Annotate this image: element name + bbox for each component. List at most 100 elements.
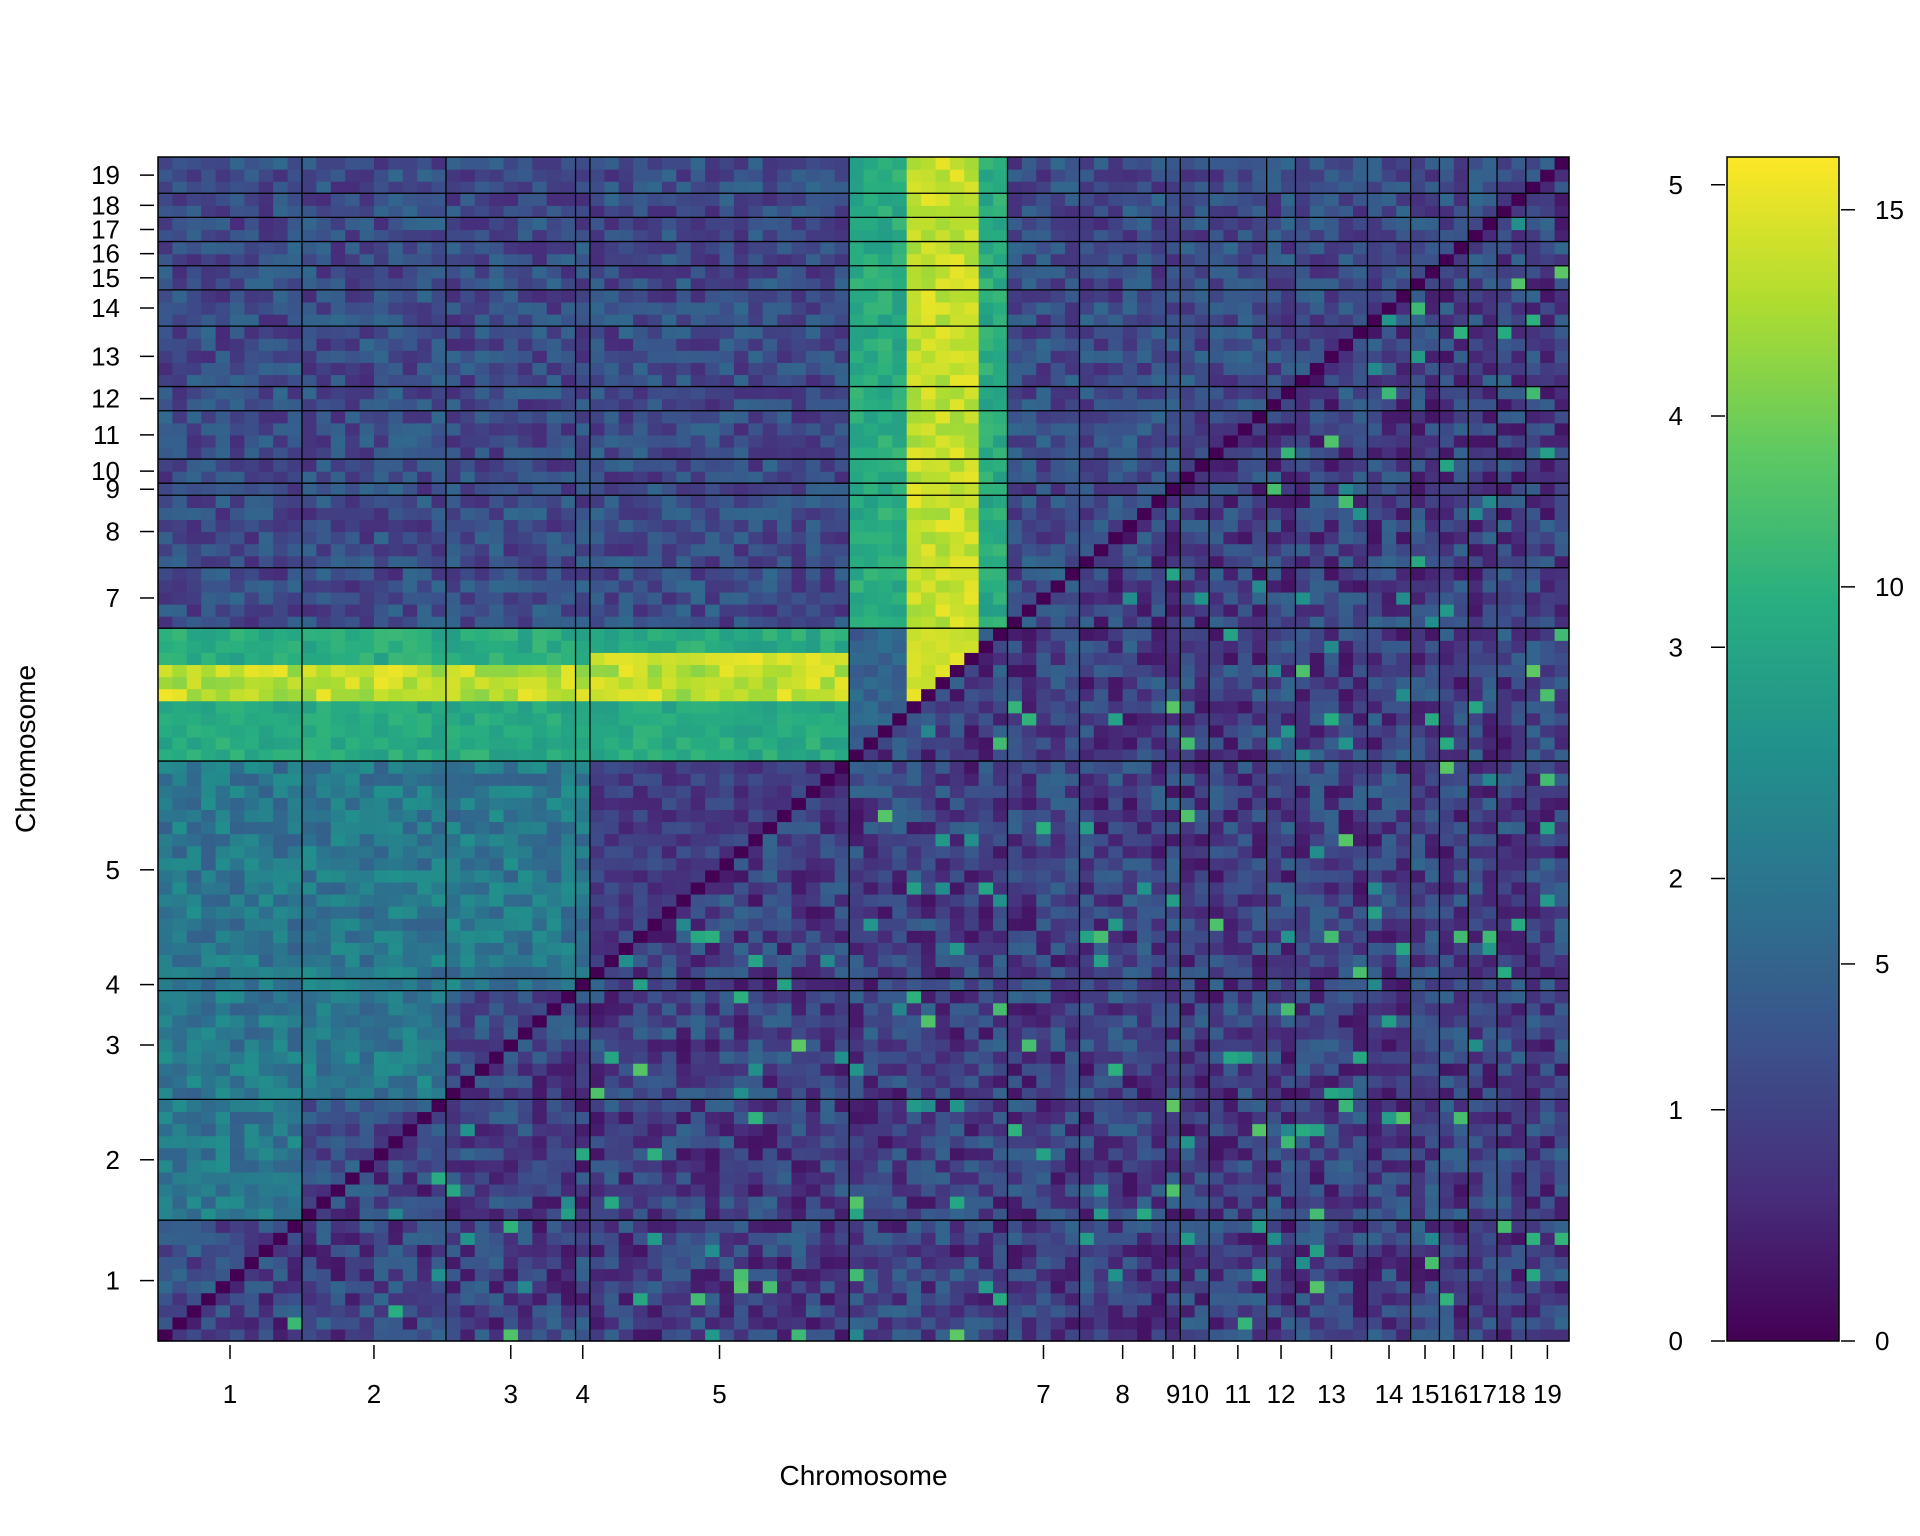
heatmap-cell	[690, 1316, 706, 1330]
heatmap-cell	[330, 761, 346, 774]
heatmap-cell	[863, 628, 879, 641]
heatmap-cell	[273, 1268, 289, 1282]
heatmap-cell	[301, 869, 317, 883]
heatmap-cell	[834, 652, 850, 666]
heatmap-cell	[820, 906, 836, 919]
heatmap-cell	[460, 966, 476, 980]
heatmap-cell	[676, 1002, 692, 1016]
heatmap-cell	[489, 954, 505, 968]
heatmap-cell	[460, 712, 476, 726]
heatmap-cell	[517, 1135, 533, 1149]
heatmap-cell	[316, 1075, 332, 1088]
heatmap-cell	[791, 906, 807, 919]
heatmap-cell	[359, 845, 375, 859]
heatmap-cell	[287, 567, 303, 581]
heatmap-cell	[877, 761, 893, 774]
heatmap-cell	[748, 555, 764, 569]
heatmap-cell	[287, 893, 303, 907]
heatmap-cell	[258, 507, 274, 521]
heatmap-cell	[158, 1292, 173, 1306]
heatmap-cell	[546, 289, 562, 303]
heatmap-cell	[877, 567, 893, 581]
heatmap-cell	[546, 519, 562, 533]
heatmap-cell	[633, 205, 649, 219]
heatmap-cell	[777, 1099, 793, 1113]
heatmap-cell	[388, 1328, 404, 1342]
heatmap-cell	[834, 543, 850, 557]
heatmap-cell	[417, 785, 433, 798]
heatmap-cell	[215, 1316, 231, 1330]
heatmap-cell	[445, 1171, 461, 1185]
heatmap-cell	[546, 483, 562, 496]
heatmap-cell	[316, 1099, 332, 1113]
heatmap-cell	[359, 700, 375, 714]
heatmap-cell	[417, 1171, 433, 1185]
heatmap-cell	[474, 966, 490, 980]
heatmap-cell	[474, 326, 490, 339]
heatmap-cell	[273, 301, 289, 315]
heatmap-cell	[330, 930, 346, 943]
heatmap-cell	[229, 265, 245, 279]
heatmap-cell	[258, 422, 274, 436]
heatmap-cell	[762, 881, 778, 895]
heatmap-cell	[460, 1002, 476, 1016]
heatmap-cell	[330, 664, 346, 678]
heatmap-cell	[417, 1268, 433, 1282]
heatmap-cell	[330, 978, 346, 992]
heatmap-cell	[359, 990, 375, 1004]
heatmap-cell	[489, 1063, 505, 1076]
heatmap-cell	[517, 1292, 533, 1306]
heatmap-cell	[301, 833, 317, 847]
heatmap-cell	[618, 193, 634, 206]
heatmap-cell	[805, 229, 821, 243]
heatmap-cell	[733, 906, 749, 919]
heatmap-cell	[777, 350, 793, 363]
heatmap-cell	[201, 845, 217, 859]
heatmap-cell	[417, 1051, 433, 1064]
heatmap-cell	[431, 1183, 447, 1197]
heatmap-cell	[330, 918, 346, 931]
heatmap-cell	[316, 942, 332, 955]
heatmap-cell	[445, 1135, 461, 1149]
heatmap-cell	[201, 881, 217, 895]
heatmap-cell	[762, 1328, 778, 1342]
heatmap-cell	[460, 531, 476, 545]
heatmap-cell	[474, 169, 490, 182]
heatmap-cell	[733, 555, 749, 569]
heatmap-cell	[201, 1123, 217, 1137]
heatmap-cell	[719, 1147, 735, 1161]
heatmap-cell	[661, 398, 677, 412]
heatmap-cell	[172, 181, 188, 194]
heatmap-cell	[215, 954, 231, 968]
heatmap-cell	[849, 1196, 865, 1209]
heatmap-cell	[532, 301, 548, 315]
heatmap-cell	[863, 809, 879, 823]
heatmap-cell	[158, 1196, 173, 1209]
heatmap-cell	[445, 519, 461, 533]
heatmap-cell	[201, 277, 217, 291]
heatmap-cell	[532, 483, 548, 496]
heatmap-cell	[849, 193, 865, 206]
heatmap-cell	[373, 1123, 389, 1137]
heatmap-cell	[388, 1123, 404, 1137]
heatmap-cell	[201, 591, 217, 605]
heatmap-cell	[676, 1208, 692, 1221]
heatmap-cell	[316, 1316, 332, 1330]
heatmap-cell	[676, 990, 692, 1004]
heatmap-cell	[301, 1220, 317, 1233]
heatmap-cell	[316, 229, 332, 243]
heatmap-cell	[589, 374, 605, 388]
heatmap-cells	[158, 157, 1570, 1342]
heatmap-cell	[532, 942, 548, 955]
heatmap-cell	[863, 229, 879, 243]
heatmap-cell	[517, 1304, 533, 1318]
heatmap-cell	[445, 289, 461, 303]
heatmap-cell	[273, 1026, 289, 1040]
heatmap-cell	[805, 422, 821, 436]
heatmap-cell	[229, 930, 245, 943]
heatmap-cell	[258, 350, 274, 363]
heatmap-cell	[633, 918, 649, 931]
heatmap-cell	[849, 1099, 865, 1113]
heatmap-cell	[647, 1051, 663, 1064]
heatmap-cell	[301, 736, 317, 750]
